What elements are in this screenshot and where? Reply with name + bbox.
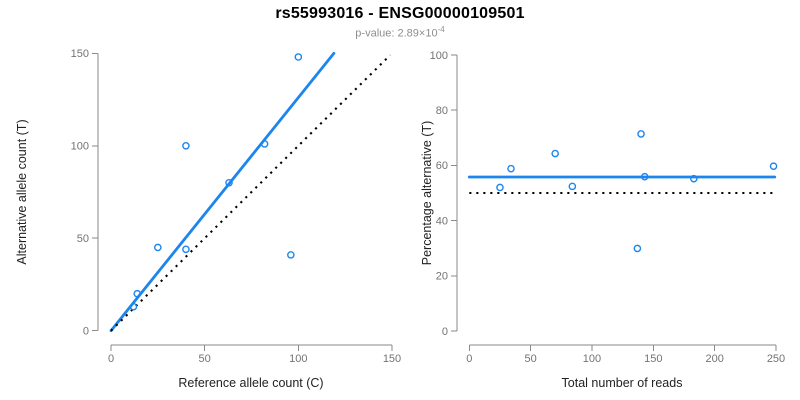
y-tick-label: 150	[71, 48, 89, 60]
x-tick-label: 100	[583, 353, 601, 365]
data-point	[260, 140, 269, 148]
data-point	[225, 178, 233, 187]
data-point	[294, 53, 303, 61]
data-point	[182, 245, 190, 254]
data-point	[640, 172, 649, 181]
x-tick-label: 50	[525, 353, 537, 365]
data-point	[568, 182, 577, 191]
data-point	[496, 183, 504, 192]
data-point	[154, 243, 162, 252]
y-tick-label: 0	[442, 326, 448, 338]
data-point	[633, 244, 642, 253]
x-tick-label: 150	[383, 353, 401, 365]
regression-line	[109, 51, 336, 333]
left-x-axis-label: Reference allele count (C)	[178, 376, 324, 390]
data-point	[133, 289, 142, 298]
y-tick-label: 100	[71, 141, 89, 153]
y-tick-label: 80	[436, 105, 448, 117]
y-tick-label: 20	[436, 271, 448, 283]
data-point	[507, 164, 515, 173]
x-tick-label: 100	[289, 353, 307, 365]
data-point	[182, 141, 190, 150]
data-point	[769, 162, 778, 171]
p-value-text: p-value: 2.89×10	[355, 27, 438, 40]
y-tick-label: 60	[436, 160, 448, 172]
figure-title: rs55993016 - ENSG00000109501	[275, 5, 525, 22]
x-tick-label: 250	[767, 353, 785, 365]
y-tick-label: 50	[77, 233, 89, 245]
x-tick-label: 200	[705, 353, 723, 365]
y-tick-label: 100	[430, 50, 448, 62]
identity-line	[110, 54, 391, 332]
data-point	[551, 149, 559, 158]
p-value-exponent: -4	[437, 25, 445, 34]
y-tick-label: 0	[83, 326, 89, 338]
x-tick-label: 0	[466, 353, 472, 365]
x-tick-label: 150	[644, 353, 662, 365]
x-tick-label: 50	[199, 353, 211, 365]
x-tick-label: 0	[108, 353, 114, 365]
figure-subtitle: p-value: 2.89×10-4	[0, 25, 800, 40]
data-point	[637, 130, 645, 138]
data-point	[287, 251, 295, 259]
data-point	[129, 302, 138, 311]
right-x-axis-label: Total number of reads	[561, 376, 683, 390]
y-tick-label: 40	[436, 215, 448, 227]
data-point	[690, 174, 698, 183]
